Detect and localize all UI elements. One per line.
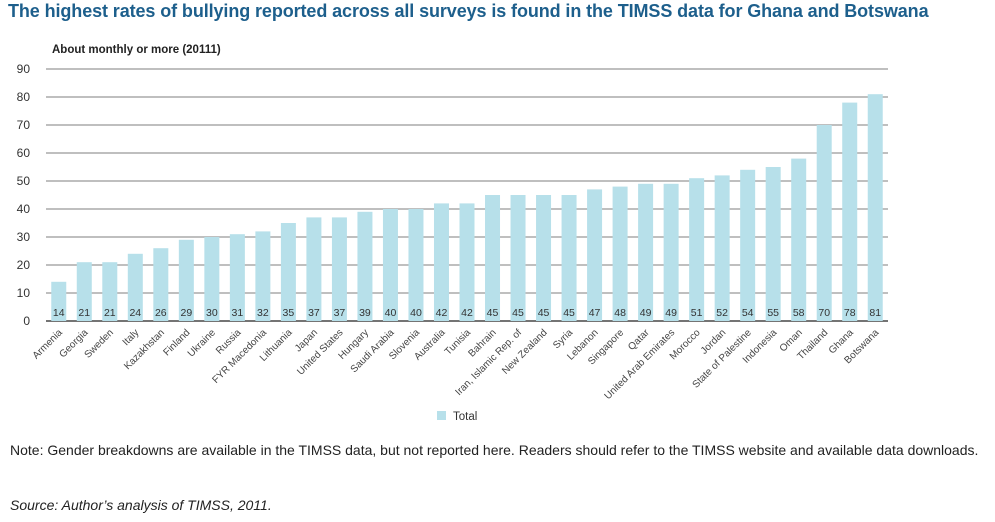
data-label: 26 bbox=[155, 307, 167, 319]
data-label: 31 bbox=[232, 307, 244, 319]
bar-iran-islamic-rep-of[interactable] bbox=[510, 195, 526, 321]
bar-russia[interactable] bbox=[229, 234, 245, 321]
data-label: 49 bbox=[640, 307, 652, 319]
bar-morocco[interactable] bbox=[689, 178, 705, 321]
data-label: 45 bbox=[563, 307, 575, 319]
bar-fyr-macedonia[interactable] bbox=[255, 231, 271, 321]
bar-united-arab-emirates[interactable] bbox=[663, 183, 679, 321]
bar-indonesia[interactable] bbox=[765, 167, 781, 321]
data-label: 21 bbox=[78, 307, 90, 319]
data-label: 55 bbox=[767, 307, 779, 319]
bar-oman[interactable] bbox=[791, 158, 807, 321]
legend-swatch bbox=[437, 411, 446, 420]
bar-syria[interactable] bbox=[561, 195, 577, 321]
bar-thailand[interactable] bbox=[816, 125, 832, 321]
data-label: 47 bbox=[589, 307, 601, 319]
bar-chart: 010203040506070809014Armenia21Georgia21S… bbox=[17, 62, 888, 423]
bar-qatar[interactable] bbox=[638, 183, 654, 321]
bar-jordan[interactable] bbox=[714, 175, 730, 321]
y-tick-label: 70 bbox=[17, 118, 31, 132]
data-label: 45 bbox=[512, 307, 524, 319]
bar-georgia[interactable] bbox=[76, 262, 92, 321]
data-label: 78 bbox=[844, 307, 856, 319]
data-label: 42 bbox=[436, 307, 448, 319]
data-label: 40 bbox=[385, 307, 397, 319]
chart-note: Note: Gender breakdowns are available in… bbox=[10, 442, 979, 458]
data-label: 58 bbox=[793, 307, 805, 319]
data-label: 24 bbox=[129, 307, 141, 319]
data-label: 35 bbox=[283, 307, 295, 319]
data-label: 81 bbox=[869, 307, 881, 319]
bar-botswana[interactable] bbox=[867, 94, 883, 321]
bar-state-of-palestine[interactable] bbox=[740, 169, 756, 321]
bar-new-zealand[interactable] bbox=[536, 195, 552, 321]
bar-united-states[interactable] bbox=[331, 217, 347, 321]
data-label: 70 bbox=[818, 307, 830, 319]
data-label: 51 bbox=[691, 307, 703, 319]
y-tick-label: 60 bbox=[17, 146, 31, 160]
bar-slovenia[interactable] bbox=[408, 209, 424, 321]
y-tick-label: 50 bbox=[17, 174, 31, 188]
bar-saudi-arabia[interactable] bbox=[382, 209, 398, 321]
y-tick-label: 40 bbox=[17, 202, 31, 216]
bar-finland[interactable] bbox=[178, 239, 194, 321]
bar-ghana[interactable] bbox=[842, 102, 858, 321]
y-tick-label: 0 bbox=[23, 314, 30, 328]
chart-source: Source: Author’s analysis of TIMSS, 2011… bbox=[10, 497, 272, 513]
y-tick-label: 30 bbox=[17, 230, 31, 244]
data-label: 49 bbox=[665, 307, 677, 319]
x-tick-label: Ukraine bbox=[186, 327, 218, 359]
data-label: 21 bbox=[104, 307, 116, 319]
y-tick-label: 20 bbox=[17, 258, 31, 272]
data-label: 52 bbox=[716, 307, 728, 319]
bar-hungary[interactable] bbox=[357, 211, 373, 321]
y-tick-label: 90 bbox=[17, 62, 31, 76]
data-label: 29 bbox=[180, 307, 192, 319]
bar-italy[interactable] bbox=[127, 253, 143, 321]
bar-lithuania[interactable] bbox=[280, 223, 296, 321]
bar-japan[interactable] bbox=[306, 217, 322, 321]
data-label: 37 bbox=[334, 307, 346, 319]
chart-title: The highest rates of bullying reported a… bbox=[8, 1, 929, 21]
bar-ukraine[interactable] bbox=[204, 237, 220, 321]
bar-armenia[interactable] bbox=[51, 281, 67, 321]
bar-singapore[interactable] bbox=[612, 186, 628, 321]
data-label: 45 bbox=[538, 307, 550, 319]
y-axis-label: About monthly or more (20111) bbox=[52, 44, 221, 56]
data-label: 37 bbox=[308, 307, 320, 319]
bar-australia[interactable] bbox=[433, 203, 449, 321]
data-label: 32 bbox=[257, 307, 269, 319]
data-label: 48 bbox=[614, 307, 626, 319]
bar-lebanon[interactable] bbox=[587, 189, 603, 321]
x-tick-label: Italy bbox=[121, 327, 142, 348]
y-tick-label: 10 bbox=[17, 286, 31, 300]
bar-bahrain[interactable] bbox=[485, 195, 501, 321]
data-label: 45 bbox=[487, 307, 499, 319]
bar-sweden[interactable] bbox=[102, 262, 118, 321]
data-label: 40 bbox=[410, 307, 422, 319]
bar-tunisia[interactable] bbox=[459, 203, 475, 321]
data-label: 39 bbox=[359, 307, 371, 319]
data-label: 54 bbox=[742, 307, 754, 319]
data-label: 30 bbox=[206, 307, 218, 319]
bar-kazakhstan[interactable] bbox=[153, 248, 169, 321]
data-label: 14 bbox=[53, 307, 65, 319]
y-tick-label: 80 bbox=[17, 90, 31, 104]
data-label: 42 bbox=[461, 307, 473, 319]
legend-label: Total bbox=[453, 411, 477, 423]
